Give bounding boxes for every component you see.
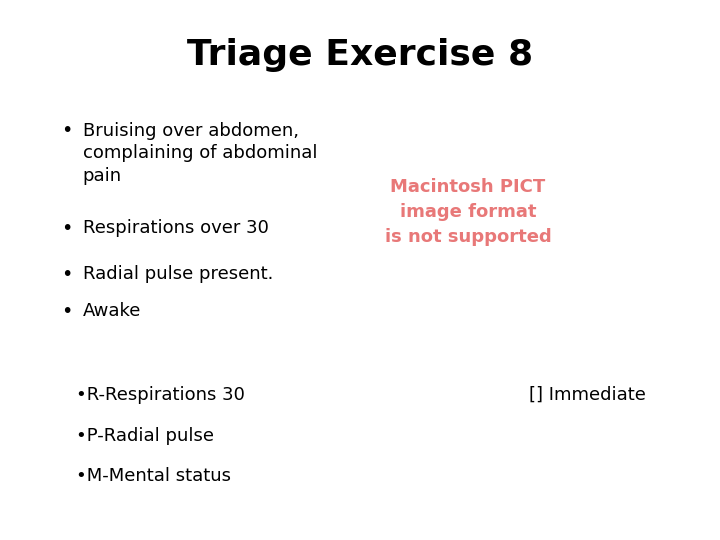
Text: Bruising over abdomen,
complaining of abdominal
pain: Bruising over abdomen, complaining of ab… xyxy=(83,122,318,185)
Text: •: • xyxy=(61,219,73,238)
Text: Radial pulse present.: Radial pulse present. xyxy=(83,265,273,282)
Text: •: • xyxy=(61,302,73,321)
Text: •R-Respirations 30: •R-Respirations 30 xyxy=(76,386,245,404)
Text: •: • xyxy=(61,265,73,284)
Text: Awake: Awake xyxy=(83,302,141,320)
Text: [] Immediate: [] Immediate xyxy=(529,386,646,404)
Text: •: • xyxy=(61,122,73,140)
Text: •P-Radial pulse: •P-Radial pulse xyxy=(76,427,214,444)
Text: Triage Exercise 8: Triage Exercise 8 xyxy=(187,38,533,72)
Text: •M-Mental status: •M-Mental status xyxy=(76,467,230,485)
Text: Macintosh PICT
image format
is not supported: Macintosh PICT image format is not suppo… xyxy=(384,178,552,246)
Text: Respirations over 30: Respirations over 30 xyxy=(83,219,269,237)
